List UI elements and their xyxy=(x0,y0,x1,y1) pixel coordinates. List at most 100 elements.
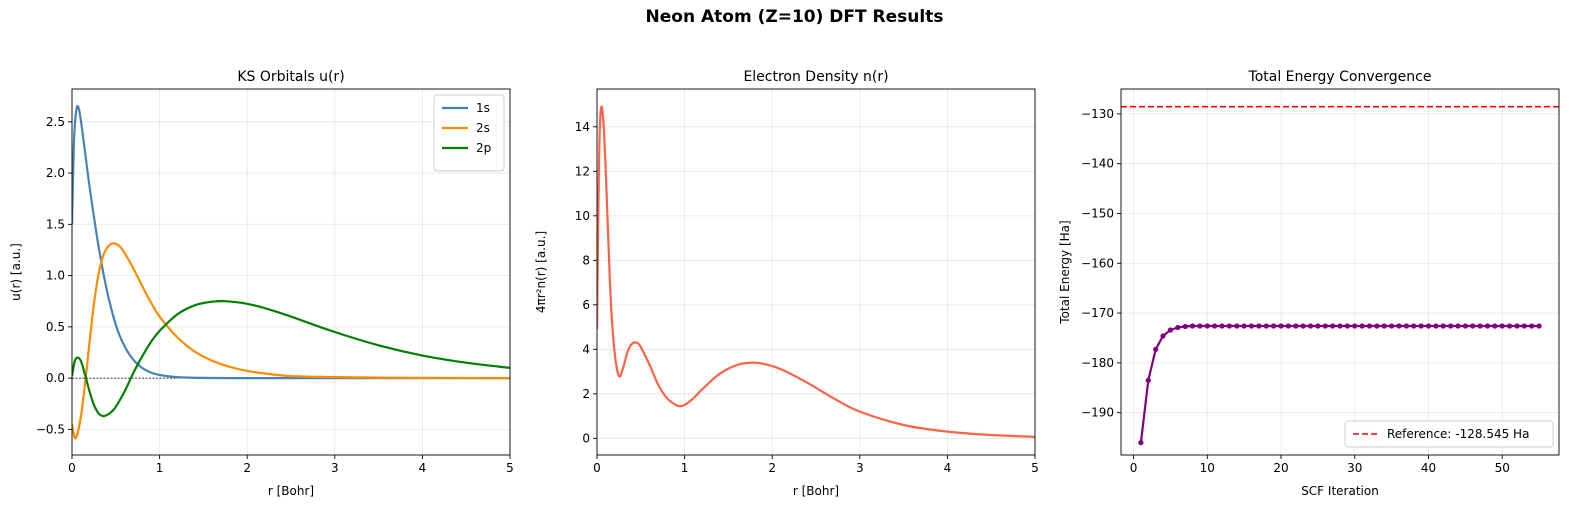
data-point xyxy=(1514,323,1520,329)
data-point xyxy=(1492,323,1498,329)
y-axis-label: Total Energy [Ha] xyxy=(1058,220,1072,324)
data-point xyxy=(1366,323,1373,329)
data-point xyxy=(1197,323,1203,329)
x-tick-label: 50 xyxy=(1495,461,1510,475)
data-point xyxy=(1389,323,1395,329)
y-tick-label: 0.0 xyxy=(46,371,65,385)
data-point xyxy=(1315,323,1321,329)
x-tick-label: 1 xyxy=(681,461,689,475)
data-point xyxy=(1470,323,1476,329)
data-point xyxy=(1521,323,1527,329)
y-tick-label: −160 xyxy=(1081,256,1114,270)
axes-frame xyxy=(71,88,511,456)
x-tick-label: 5 xyxy=(506,461,514,475)
data-point xyxy=(1175,324,1181,331)
data-point xyxy=(1234,323,1240,329)
x-tick-label: 2 xyxy=(243,461,251,475)
y-tick-label: 1.5 xyxy=(46,217,65,231)
data-point xyxy=(1440,323,1446,329)
y-tick-label: 4 xyxy=(582,342,590,356)
data-point xyxy=(1462,323,1468,329)
data-point xyxy=(1484,323,1491,329)
chart-title: Electron Density n(r) xyxy=(743,69,888,85)
x-tick-label: 0 xyxy=(68,461,76,475)
data-point xyxy=(1241,323,1247,329)
data-point xyxy=(1226,323,1232,329)
data-point xyxy=(1189,323,1196,329)
x-tick-label: 3 xyxy=(856,461,864,475)
series-line-2s xyxy=(72,242,510,440)
y-tick-label: −0.5 xyxy=(36,422,65,436)
data-point xyxy=(1418,323,1424,329)
data-point xyxy=(1448,323,1454,329)
figure-title: Neon Atom (Z=10) DFT Results xyxy=(645,7,944,27)
data-point xyxy=(1529,323,1535,329)
data-point xyxy=(1307,323,1314,329)
y-tick-label: 1.0 xyxy=(46,269,65,283)
y-tick-label: 2.0 xyxy=(46,166,65,180)
y-tick-label: 8 xyxy=(582,253,590,267)
legend-label-1s: 1s xyxy=(476,101,490,115)
legend-label-2s: 2s xyxy=(476,121,490,135)
data-point xyxy=(1536,323,1542,329)
x-tick-label: 1 xyxy=(156,461,164,475)
y-tick-label: −150 xyxy=(1081,206,1114,220)
data-point xyxy=(1145,377,1151,383)
y-tick-label: −140 xyxy=(1081,157,1114,171)
data-point xyxy=(1359,323,1365,329)
data-point xyxy=(1330,323,1336,329)
data-point xyxy=(1248,323,1255,329)
x-axis-label: r [Bohr] xyxy=(268,484,314,498)
y-tick-label: 0 xyxy=(582,431,590,445)
x-tick-label: 30 xyxy=(1347,461,1362,475)
x-tick-label: 0 xyxy=(593,461,601,475)
x-axis-label: r [Bohr] xyxy=(793,484,839,498)
data-point xyxy=(1344,323,1350,329)
data-point xyxy=(1337,323,1343,329)
legend-label-2p: 2p xyxy=(476,141,491,155)
x-tick-label: 3 xyxy=(331,461,339,475)
data-point xyxy=(1396,323,1402,329)
data-point xyxy=(1403,323,1409,329)
data-point xyxy=(1322,323,1328,329)
data-point xyxy=(1204,323,1210,329)
y-axis-label: 4πr²n(r) [a.u.] xyxy=(534,231,548,313)
data-point xyxy=(1433,323,1439,329)
axes-frame xyxy=(1120,88,1560,456)
data-point xyxy=(1352,323,1358,329)
chart-title: KS Orbitals u(r) xyxy=(237,69,344,85)
data-point xyxy=(1293,323,1299,329)
y-tick-label: −190 xyxy=(1081,406,1114,420)
x-tick-label: 0 xyxy=(1130,461,1138,475)
data-point xyxy=(1212,323,1218,329)
legend-box xyxy=(1344,420,1554,448)
x-tick-label: 40 xyxy=(1421,461,1436,475)
axes-frame xyxy=(596,88,1036,456)
data-point xyxy=(1138,440,1144,446)
legend-label-reference: Reference: -128.545 Ha xyxy=(1387,427,1529,441)
y-tick-label: 2.5 xyxy=(46,115,65,129)
data-point xyxy=(1300,323,1306,329)
data-point xyxy=(1271,323,1277,329)
data-point xyxy=(1263,323,1269,329)
data-point xyxy=(1167,327,1173,333)
y-tick-label: 0.5 xyxy=(46,320,65,334)
y-tick-label: 2 xyxy=(582,387,590,401)
x-tick-label: 5 xyxy=(1031,461,1039,475)
x-axis-label: SCF Iteration xyxy=(1301,484,1379,498)
y-tick-label: 12 xyxy=(575,164,590,178)
x-tick-label: 20 xyxy=(1273,461,1288,475)
data-point xyxy=(1160,333,1166,339)
series-line-1s xyxy=(72,104,510,380)
series-line-chart1-series0 xyxy=(597,105,1035,438)
x-tick-label: 10 xyxy=(1200,461,1215,475)
series-line-2p xyxy=(72,299,510,418)
data-point xyxy=(1425,323,1432,329)
data-point xyxy=(1219,323,1225,329)
y-tick-label: −170 xyxy=(1081,306,1114,320)
y-tick-label: 6 xyxy=(582,298,590,312)
x-tick-label: 4 xyxy=(944,461,952,475)
y-tick-label: −180 xyxy=(1081,356,1114,370)
